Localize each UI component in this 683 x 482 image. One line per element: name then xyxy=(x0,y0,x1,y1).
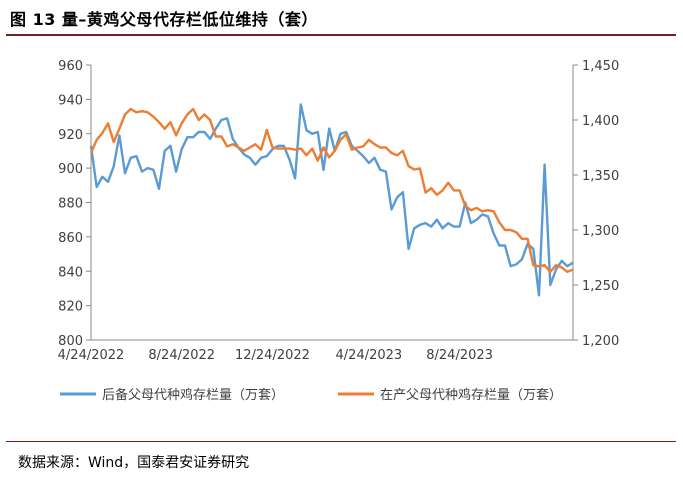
left-tick-label: 820 xyxy=(58,300,83,315)
left-tick-label: 920 xyxy=(58,128,83,143)
left-tick-label: 940 xyxy=(58,93,83,108)
figure-title: 图 13 量–黄鸡父母代存栏低位维持（套） xyxy=(10,10,318,29)
legend-label: 在产父母代种鸡存栏量（万套） xyxy=(380,387,562,403)
left-tick-label: 900 xyxy=(58,162,83,177)
right-tick-label: 1,400 xyxy=(582,114,619,129)
right-tick-label: 1,200 xyxy=(582,334,619,349)
right-tick-label: 1,350 xyxy=(582,169,619,184)
right-tick-label: 1,450 xyxy=(582,59,619,74)
footer-rule xyxy=(6,441,676,442)
source-note: 数据来源：Wind，国泰君安证券研究 xyxy=(18,455,250,471)
x-tick-label: 4/24/2023 xyxy=(336,348,403,363)
x-tick-label: 8/24/2023 xyxy=(426,348,493,363)
chart-axes: 800 820 840 860 880 900 920 940 960 1,200 1,250 1,3… xyxy=(58,59,620,363)
x-tick-label: 12/24/2022 xyxy=(235,348,310,363)
right-tick-label: 1,250 xyxy=(582,279,619,294)
left-tick-label: 880 xyxy=(58,197,83,212)
left-tick-label: 840 xyxy=(58,265,83,280)
series-line-reserve xyxy=(89,103,574,297)
title-rule xyxy=(6,34,676,36)
left-tick-label: 800 xyxy=(58,334,83,349)
chart: 800 820 840 860 880 900 920 940 960 1,200 1,250 1,3… xyxy=(58,59,620,403)
left-tick-label: 860 xyxy=(58,231,83,246)
x-tick-label: 4/24/2022 xyxy=(58,348,125,363)
series-line-production xyxy=(89,107,574,274)
x-tick-label: 8/24/2022 xyxy=(148,348,215,363)
chart-series xyxy=(89,103,574,297)
right-tick-label: 1,300 xyxy=(582,224,619,239)
legend-label: 后备父母代种鸡存栏量（万套） xyxy=(102,387,284,403)
left-tick-label: 960 xyxy=(58,59,83,74)
chart-legend: 后备父母代种鸡存栏量（万套） 在产父母代种鸡存栏量（万套） xyxy=(60,387,562,403)
